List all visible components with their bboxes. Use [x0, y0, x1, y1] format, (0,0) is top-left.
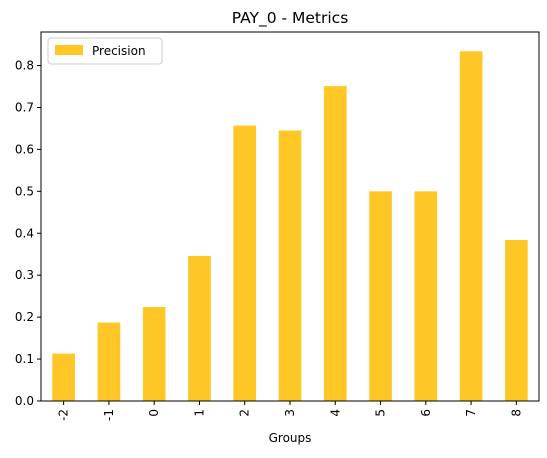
x-tick-label: 4 — [328, 409, 342, 417]
legend-label: Precision — [92, 44, 146, 58]
legend-swatch — [55, 45, 83, 55]
bar-3 — [278, 130, 302, 402]
bar-2 — [233, 125, 257, 401]
bar--2 — [52, 353, 75, 401]
bars-group — [52, 51, 528, 402]
x-tick-label: 7 — [464, 409, 478, 417]
bar-7 — [459, 51, 483, 401]
y-tick-label: 0.8 — [15, 59, 34, 73]
x-tick-label: 1 — [192, 409, 206, 417]
bar-4 — [323, 86, 347, 401]
y-tick-label: 0.0 — [15, 394, 34, 408]
x-tick-label: 8 — [509, 409, 523, 417]
y-tick-label: 0.6 — [15, 142, 34, 156]
x-axis-label: Groups — [269, 431, 312, 445]
bar-8 — [505, 239, 528, 401]
legend-box — [47, 37, 163, 65]
x-tick-label: 3 — [283, 409, 297, 417]
x-tick-label: 5 — [374, 409, 388, 417]
legend: Precision — [47, 37, 163, 65]
x-axis: -2 -1 0 1 2 3 4 5 6 7 8 — [57, 401, 523, 421]
bar--1 — [97, 322, 121, 401]
y-tick-label: 0.7 — [15, 100, 34, 114]
bar-5 — [369, 191, 392, 401]
y-tick-label: 0.5 — [15, 184, 34, 198]
x-tick-label: 2 — [238, 409, 252, 417]
y-axis: 0.0 0.1 0.2 0.3 0.4 0.5 0.6 0.7 0.8 — [15, 59, 41, 408]
bar-0 — [142, 307, 166, 401]
bar-1 — [188, 255, 211, 401]
x-tick-label: -2 — [57, 409, 71, 421]
y-tick-label: 0.4 — [15, 226, 34, 240]
x-tick-label: -1 — [102, 409, 116, 421]
x-tick-label: 6 — [419, 409, 433, 417]
y-tick-label: 0.3 — [15, 268, 34, 282]
bar-6 — [414, 191, 438, 401]
y-tick-label: 0.1 — [15, 352, 34, 366]
y-tick-label: 0.2 — [15, 310, 34, 324]
chart-title: PAY_0 - Metrics — [232, 9, 349, 28]
x-tick-label: 0 — [147, 409, 161, 417]
